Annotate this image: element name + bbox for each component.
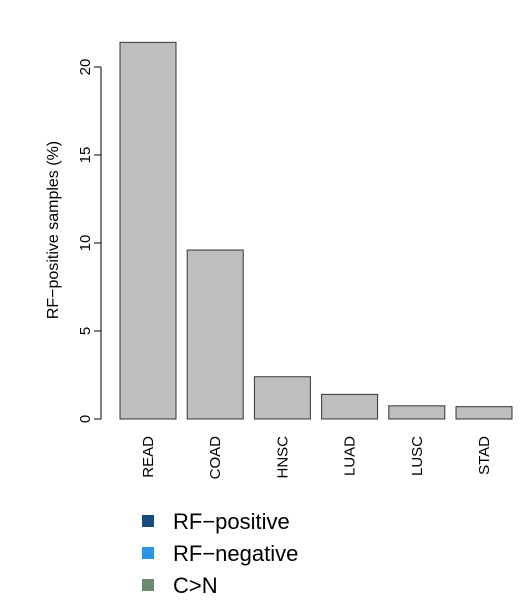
x-tick-label: READ xyxy=(140,436,157,478)
legend-label: RF−positive xyxy=(173,509,290,534)
bars xyxy=(119,41,513,420)
legend-label: RF−negative xyxy=(173,541,298,566)
legend-label: C>N xyxy=(173,573,218,598)
y-axis: 0 5 10 15 20 xyxy=(77,59,102,423)
legend-swatch xyxy=(142,515,154,527)
bar-hnsc xyxy=(253,376,311,420)
bar-stad xyxy=(455,406,513,420)
x-tick-label: LUAD xyxy=(342,436,359,476)
x-tick-label: HNSC xyxy=(274,436,291,479)
bar-coad xyxy=(186,249,244,420)
bar-luad xyxy=(321,393,379,420)
legend-swatch xyxy=(142,547,154,559)
x-tick-label: LUSC xyxy=(409,436,426,476)
x-tick-label: STAD xyxy=(476,436,493,475)
y-axis-title: RF−positive samples (%) xyxy=(45,141,62,319)
y-tick-label: 5 xyxy=(77,327,94,335)
y-tick-label: 0 xyxy=(77,415,94,423)
y-tick-label: 15 xyxy=(77,147,94,164)
legend: RF−positive RF−negative C>N xyxy=(142,509,298,598)
bar-read xyxy=(119,41,177,420)
x-tick-label: COAD xyxy=(207,436,224,480)
legend-swatch xyxy=(142,579,154,591)
x-tick-labels: READ COAD HNSC LUAD LUSC STAD xyxy=(140,436,493,480)
y-tick-label: 20 xyxy=(77,59,94,76)
bar-lusc xyxy=(388,405,446,420)
y-tick-label: 10 xyxy=(77,235,94,252)
